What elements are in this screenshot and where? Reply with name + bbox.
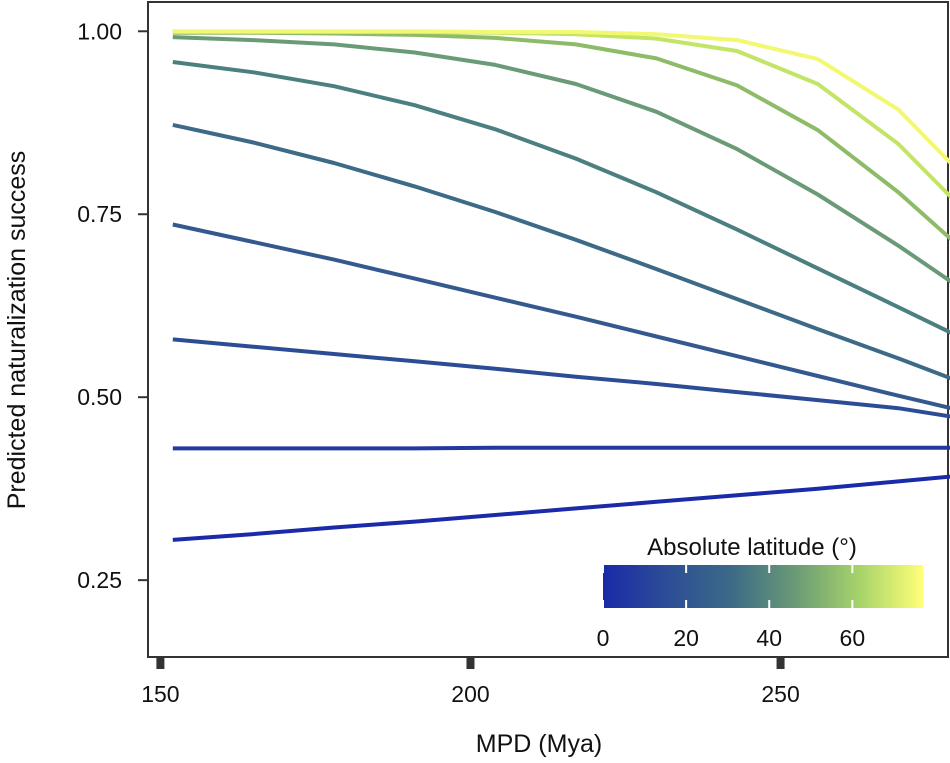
series-line-lat-52.5 [172, 35, 950, 284]
x-tick [466, 658, 475, 669]
series-line-lat-75 [172, 29, 950, 166]
series-line-lat-17.5 [172, 337, 950, 419]
series-line-lat-0 [172, 474, 950, 542]
x-tick-label: 250 [761, 681, 799, 707]
x-axis-title: MPD (Mya) [476, 730, 602, 758]
colorbar-legend: Absolute latitude (°) 0 20 40 60 [597, 534, 923, 651]
x-tick [776, 658, 785, 669]
y-tick-label: 0.25 [77, 567, 122, 593]
colorbar-tick-label: 60 [840, 625, 866, 651]
x-axis: 150 200 250 [141, 658, 800, 707]
series-line-lat-35 [172, 122, 950, 381]
y-tick-label: 0.50 [77, 384, 122, 410]
colorbar [603, 565, 923, 608]
y-axis-title: Predicted naturalization success [3, 151, 31, 510]
y-tick-label: 0.75 [77, 201, 122, 227]
x-tick-label: 150 [141, 681, 179, 707]
series-line-lat-8.75 [172, 445, 950, 451]
x-tick [156, 658, 165, 669]
colorbar-tick-label: 20 [673, 625, 699, 651]
legend-title: Absolute latitude (°) [647, 534, 857, 561]
y-tick-label: 1.00 [77, 18, 122, 44]
x-tick-label: 200 [451, 681, 489, 707]
y-axis: 0.25 0.50 0.75 1.00 [77, 18, 148, 593]
series-line-lat-43.75 [172, 60, 950, 335]
series-line-lat-26.25 [172, 222, 950, 410]
series-lines [172, 29, 950, 542]
colorbar-tick-label: 0 [597, 625, 610, 651]
colorbar-tick-label: 40 [756, 625, 782, 651]
